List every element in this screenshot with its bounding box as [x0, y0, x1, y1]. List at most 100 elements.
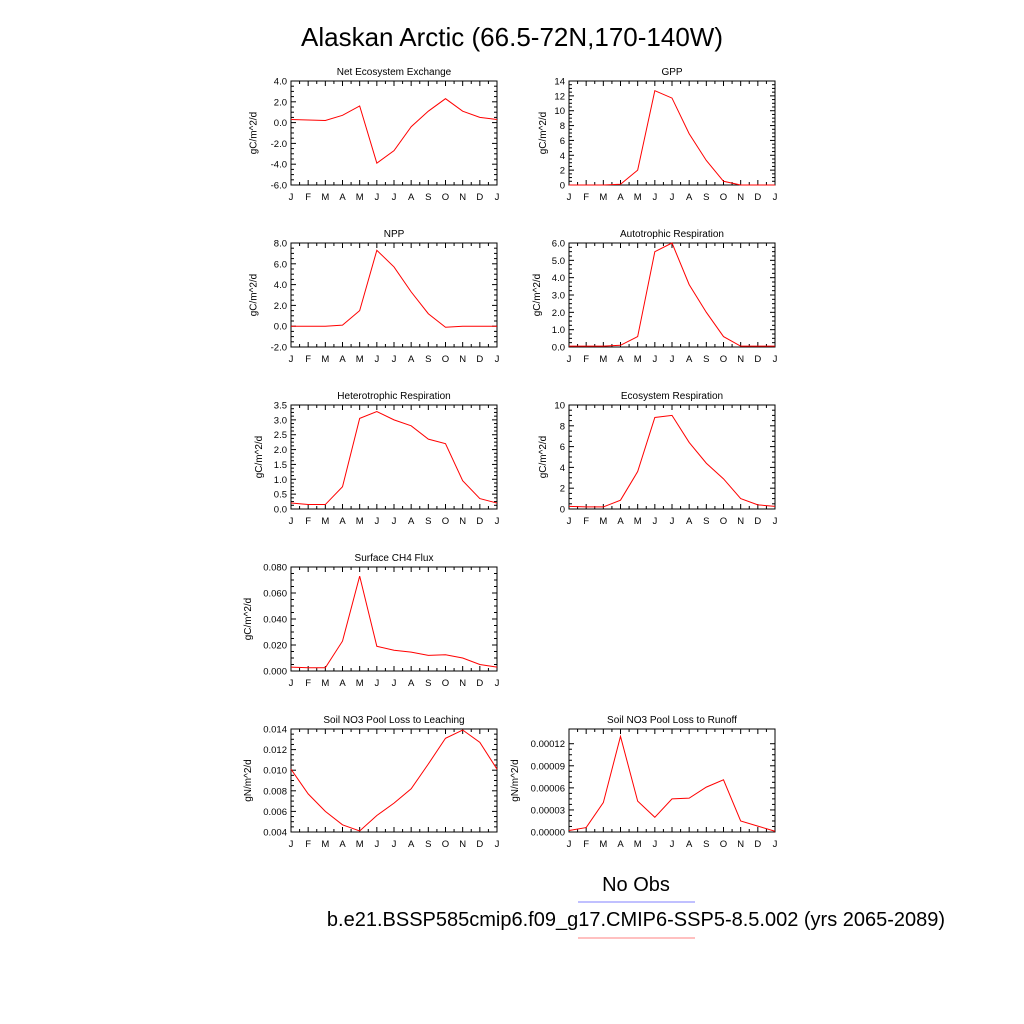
x-tick-label: F	[583, 839, 589, 850]
panel-title: Surface CH4 Flux	[355, 553, 434, 564]
x-tick-label: J	[374, 678, 379, 689]
x-tick-label: F	[305, 678, 311, 689]
x-tick-label: M	[599, 354, 607, 365]
series-line	[290, 575, 498, 669]
x-tick-label: D	[476, 354, 483, 365]
panel-title: Heterotrophic Respiration	[337, 391, 450, 402]
y-tick-label: 0.006	[263, 807, 287, 818]
y-tick-label: 12	[554, 91, 565, 102]
x-tick-label: J	[652, 516, 657, 527]
x-tick-label: J	[670, 354, 675, 365]
x-tick-label: A	[686, 354, 693, 365]
y-tick-label: 0.060	[263, 589, 287, 600]
y-axis-label: gC/m^2/d	[538, 436, 549, 479]
y-tick-label: 3.5	[274, 401, 287, 412]
y-tick-label: 0.0	[274, 322, 287, 333]
x-tick-label: J	[392, 354, 397, 365]
y-tick-label: 0.040	[263, 615, 287, 626]
x-tick-label: D	[476, 192, 483, 203]
y-tick-label: 6	[560, 136, 565, 147]
plot-frame	[290, 404, 498, 510]
x-tick-label: D	[476, 839, 483, 850]
x-tick-label: S	[703, 516, 709, 527]
x-tick-label: A	[617, 516, 624, 527]
x-tick-label: S	[703, 192, 709, 203]
x-tick-label: M	[634, 839, 642, 850]
x-tick-label: A	[686, 192, 693, 203]
x-tick-label: A	[339, 839, 346, 850]
x-tick-label: F	[583, 192, 589, 203]
series-line	[569, 89, 775, 186]
panel-title: NPP	[384, 229, 405, 240]
x-tick-label: J	[374, 839, 379, 850]
y-tick-label: 2.0	[274, 445, 287, 456]
x-tick-label: J	[289, 354, 294, 365]
x-tick-label: F	[305, 839, 311, 850]
x-tick-label: J	[392, 678, 397, 689]
y-axis-label: gN/m^2/d	[510, 759, 521, 802]
x-tick-label: M	[321, 516, 329, 527]
x-tick-label: M	[321, 354, 329, 365]
x-tick-label: M	[356, 516, 364, 527]
series-line	[290, 98, 498, 164]
x-tick-label: A	[408, 192, 415, 203]
x-tick-label: A	[408, 354, 415, 365]
x-tick-label: J	[567, 354, 572, 365]
y-tick-label: 0.080	[263, 563, 287, 574]
x-tick-label: J	[652, 839, 657, 850]
y-tick-label: 3.0	[274, 415, 287, 426]
x-tick-label: J	[567, 839, 572, 850]
panel-title: Net Ecosystem Exchange	[337, 67, 452, 78]
y-tick-label: 0	[560, 181, 565, 192]
y-tick-label: 2.0	[274, 97, 287, 108]
x-tick-label: D	[754, 192, 761, 203]
plot-frame	[568, 728, 776, 833]
y-tick-label: -2.0	[271, 343, 287, 354]
x-tick-label: M	[599, 192, 607, 203]
x-tick-label: J	[289, 678, 294, 689]
x-tick-label: J	[567, 516, 572, 527]
y-tick-label: 4.0	[552, 273, 565, 284]
y-tick-label: -6.0	[271, 181, 287, 192]
plot-frame	[568, 80, 776, 186]
panel-title: GPP	[661, 67, 682, 78]
series-line	[290, 729, 498, 832]
y-tick-label: 1.0	[552, 325, 565, 336]
series-line	[569, 242, 775, 347]
panel-title: Soil NO3 Pool Loss to Runoff	[607, 715, 737, 726]
x-tick-label: N	[737, 354, 744, 365]
x-tick-label: M	[356, 839, 364, 850]
y-tick-label: 8	[560, 421, 565, 432]
y-axis-label: gC/m^2/d	[254, 436, 265, 479]
x-tick-label: M	[634, 192, 642, 203]
x-tick-label: M	[321, 678, 329, 689]
x-tick-label: A	[339, 516, 346, 527]
x-tick-label: A	[339, 354, 346, 365]
x-tick-label: O	[442, 516, 449, 527]
x-tick-label: N	[459, 839, 466, 850]
plot-frame	[290, 80, 498, 186]
x-tick-label: J	[392, 839, 397, 850]
y-tick-label: 4.0	[274, 77, 287, 88]
plot-frame	[568, 404, 776, 510]
x-tick-label: M	[321, 839, 329, 850]
y-tick-label: 0.010	[263, 766, 287, 777]
x-tick-label: M	[356, 354, 364, 365]
y-tick-label: 2	[560, 484, 565, 495]
x-tick-label: A	[617, 354, 624, 365]
panel-title: Soil NO3 Pool Loss to Leaching	[323, 715, 464, 726]
x-tick-label: N	[459, 354, 466, 365]
legend: No Obs b.e21.BSSP585cmip6.f09_g17.CMIP6-…	[327, 874, 945, 939]
y-tick-label: 2.0	[274, 301, 287, 312]
x-tick-label: F	[583, 516, 589, 527]
x-tick-label: O	[442, 678, 449, 689]
y-tick-label: 2.5	[274, 430, 287, 441]
plot-frame	[290, 242, 498, 348]
series-line	[290, 410, 498, 506]
x-tick-label: J	[374, 192, 379, 203]
